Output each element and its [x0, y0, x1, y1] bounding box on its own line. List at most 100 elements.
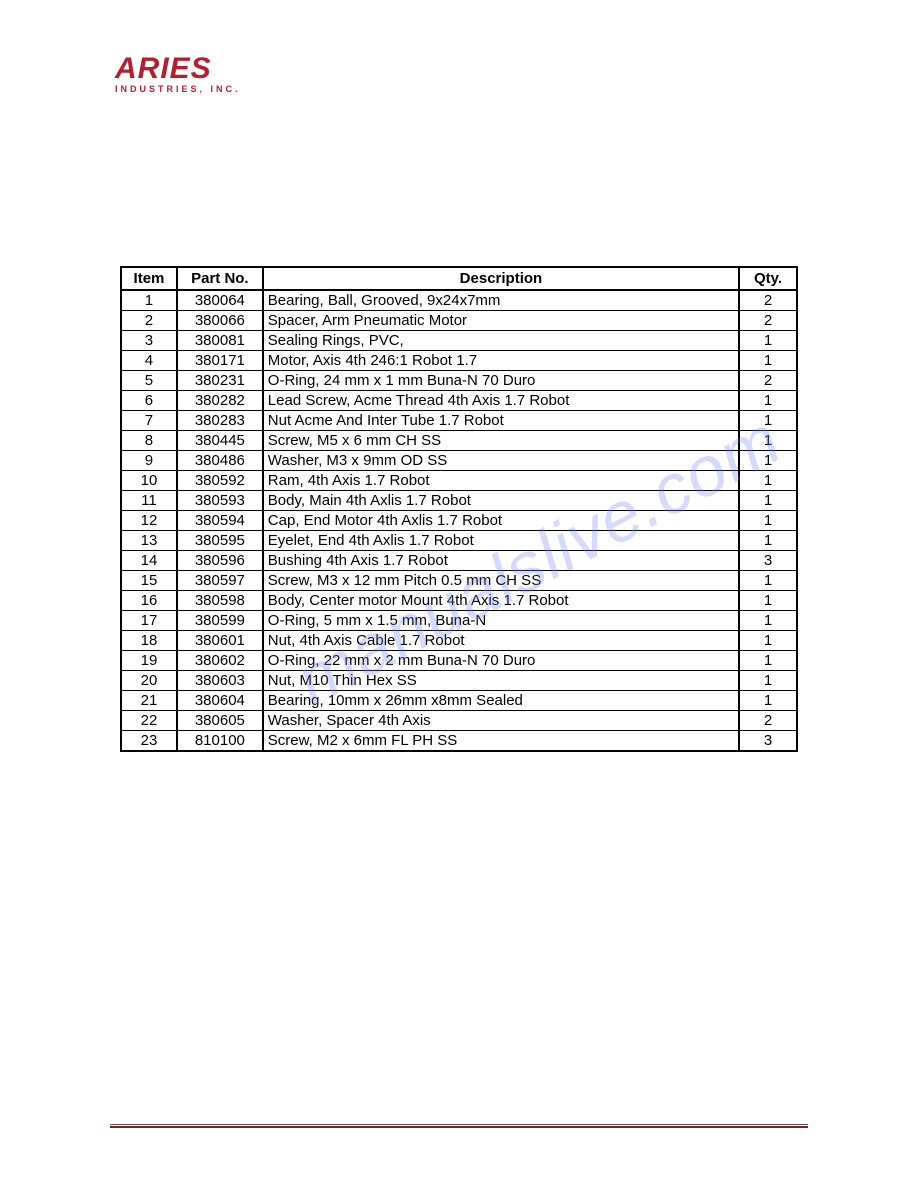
cell-item: 13 [121, 531, 177, 551]
cell-qty: 1 [739, 591, 797, 611]
table-row: 17380599O-Ring, 5 mm x 1.5 mm, Buna-N1 [121, 611, 797, 631]
footer-divider [110, 1124, 808, 1128]
cell-description: Bearing, Ball, Grooved, 9x24x7mm [263, 290, 739, 311]
table-header-row: Item Part No. Description Qty. [121, 267, 797, 290]
cell-item: 4 [121, 351, 177, 371]
table-row: 2380066Spacer, Arm Pneumatic Motor2 [121, 311, 797, 331]
header-item: Item [121, 267, 177, 290]
cell-partno: 380603 [177, 671, 263, 691]
table-row: 21380604Bearing, 10mm x 26mm x8mm Sealed… [121, 691, 797, 711]
table-row: 23810100Screw, M2 x 6mm FL PH SS3 [121, 731, 797, 752]
cell-description: Cap, End Motor 4th Axlis 1.7 Robot [263, 511, 739, 531]
cell-item: 17 [121, 611, 177, 631]
cell-item: 6 [121, 391, 177, 411]
cell-qty: 1 [739, 571, 797, 591]
header-qty: Qty. [739, 267, 797, 290]
table-row: 6380282Lead Screw, Acme Thread 4th Axis … [121, 391, 797, 411]
cell-item: 21 [121, 691, 177, 711]
cell-qty: 3 [739, 551, 797, 571]
table-row: 18380601Nut, 4th Axis Cable 1.7 Robot1 [121, 631, 797, 651]
cell-item: 18 [121, 631, 177, 651]
cell-qty: 1 [739, 391, 797, 411]
cell-item: 19 [121, 651, 177, 671]
cell-qty: 1 [739, 411, 797, 431]
table-row: 3380081Sealing Rings, PVC,1 [121, 331, 797, 351]
cell-partno: 380595 [177, 531, 263, 551]
cell-qty: 1 [739, 651, 797, 671]
cell-item: 1 [121, 290, 177, 311]
table-body: 1380064Bearing, Ball, Grooved, 9x24x7mm2… [121, 290, 797, 751]
cell-description: Screw, M3 x 12 mm Pitch 0.5 mm CH SS [263, 571, 739, 591]
table-row: 13380595Eyelet, End 4th Axlis 1.7 Robot1 [121, 531, 797, 551]
cell-item: 5 [121, 371, 177, 391]
cell-qty: 1 [739, 471, 797, 491]
cell-item: 10 [121, 471, 177, 491]
cell-partno: 810100 [177, 731, 263, 752]
cell-description: Motor, Axis 4th 246:1 Robot 1.7 [263, 351, 739, 371]
cell-partno: 380598 [177, 591, 263, 611]
cell-description: Spacer, Arm Pneumatic Motor [263, 311, 739, 331]
header-partno: Part No. [177, 267, 263, 290]
cell-qty: 2 [739, 311, 797, 331]
cell-item: 7 [121, 411, 177, 431]
cell-qty: 1 [739, 631, 797, 651]
cell-description: O-Ring, 22 mm x 2 mm Buna-N 70 Duro [263, 651, 739, 671]
cell-description: Body, Center motor Mount 4th Axis 1.7 Ro… [263, 591, 739, 611]
cell-partno: 380081 [177, 331, 263, 351]
cell-qty: 1 [739, 431, 797, 451]
cell-qty: 1 [739, 451, 797, 471]
cell-qty: 2 [739, 711, 797, 731]
cell-item: 8 [121, 431, 177, 451]
cell-qty: 1 [739, 531, 797, 551]
cell-qty: 1 [739, 331, 797, 351]
table-row: 16380598Body, Center motor Mount 4th Axi… [121, 591, 797, 611]
logo-main-text: ARIES [115, 55, 241, 82]
table-row: 4380171Motor, Axis 4th 246:1 Robot 1.71 [121, 351, 797, 371]
cell-description: Bearing, 10mm x 26mm x8mm Sealed [263, 691, 739, 711]
cell-item: 15 [121, 571, 177, 591]
cell-partno: 380592 [177, 471, 263, 491]
cell-description: Nut, M10 Thin Hex SS [263, 671, 739, 691]
table-row: 5380231O-Ring, 24 mm x 1 mm Buna-N 70 Du… [121, 371, 797, 391]
table-row: 12380594Cap, End Motor 4th Axlis 1.7 Rob… [121, 511, 797, 531]
cell-description: Body, Main 4th Axlis 1.7 Robot [263, 491, 739, 511]
cell-qty: 1 [739, 351, 797, 371]
cell-partno: 380605 [177, 711, 263, 731]
logo: ARIES INDUSTRIES, INC. [115, 55, 241, 94]
table-row: 9380486Washer, M3 x 9mm OD SS1 [121, 451, 797, 471]
cell-description: Nut Acme And Inter Tube 1.7 Robot [263, 411, 739, 431]
table-row: 22380605Washer, Spacer 4th Axis2 [121, 711, 797, 731]
cell-qty: 1 [739, 511, 797, 531]
cell-partno: 380283 [177, 411, 263, 431]
cell-partno: 380604 [177, 691, 263, 711]
logo-sub-text: INDUSTRIES, INC. [115, 84, 241, 94]
cell-partno: 380066 [177, 311, 263, 331]
cell-description: Bushing 4th Axis 1.7 Robot [263, 551, 739, 571]
table-row: 8380445Screw, M5 x 6 mm CH SS1 [121, 431, 797, 451]
cell-partno: 380594 [177, 511, 263, 531]
cell-qty: 1 [739, 691, 797, 711]
cell-qty: 2 [739, 290, 797, 311]
table-row: 15380597Screw, M3 x 12 mm Pitch 0.5 mm C… [121, 571, 797, 591]
cell-partno: 380282 [177, 391, 263, 411]
cell-item: 12 [121, 511, 177, 531]
cell-partno: 380597 [177, 571, 263, 591]
cell-partno: 380601 [177, 631, 263, 651]
cell-item: 9 [121, 451, 177, 471]
cell-partno: 380596 [177, 551, 263, 571]
cell-description: O-Ring, 24 mm x 1 mm Buna-N 70 Duro [263, 371, 739, 391]
cell-partno: 380231 [177, 371, 263, 391]
cell-item: 11 [121, 491, 177, 511]
cell-item: 2 [121, 311, 177, 331]
table-row: 10380592Ram, 4th Axis 1.7 Robot1 [121, 471, 797, 491]
cell-qty: 2 [739, 371, 797, 391]
cell-description: Washer, Spacer 4th Axis [263, 711, 739, 731]
cell-partno: 380602 [177, 651, 263, 671]
cell-partno: 380593 [177, 491, 263, 511]
table-row: 19380602O-Ring, 22 mm x 2 mm Buna-N 70 D… [121, 651, 797, 671]
cell-item: 16 [121, 591, 177, 611]
cell-item: 20 [121, 671, 177, 691]
cell-qty: 1 [739, 671, 797, 691]
cell-description: Nut, 4th Axis Cable 1.7 Robot [263, 631, 739, 651]
cell-partno: 380445 [177, 431, 263, 451]
